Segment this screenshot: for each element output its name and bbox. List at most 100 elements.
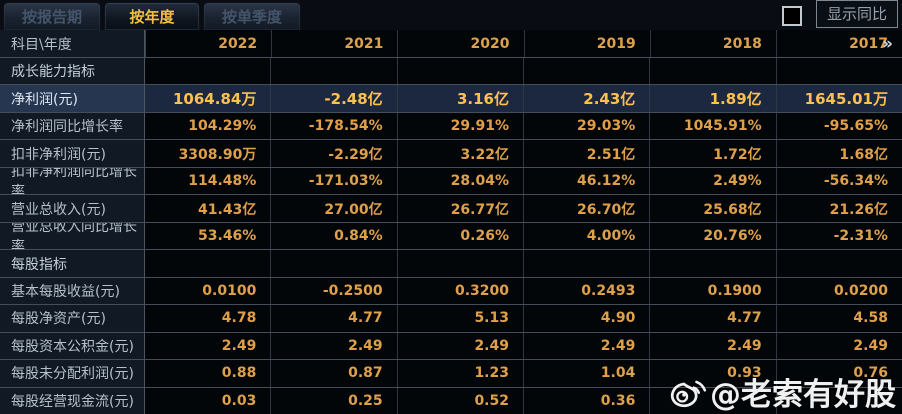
year-label: 2019 (596, 35, 636, 52)
cell-value: 1.72亿 (649, 140, 776, 167)
tab-bar: 按报告期 按年度 按单季度 显示同比 (0, 0, 902, 30)
cell-value: 1645.01万 (775, 85, 902, 112)
cell-value (270, 250, 397, 277)
cell-value: 3308.90万 (145, 140, 271, 167)
cell-value: 26.70亿 (522, 195, 650, 222)
table-row[interactable]: 每股未分配利润(元) 0.88 0.87 1.23 1.04 0.93 0.76 (0, 359, 902, 387)
cell-value: 2.49 (145, 332, 271, 360)
show-yoy-label[interactable]: 显示同比 (815, 0, 898, 28)
tab-by-report-period[interactable]: 按报告期 (3, 2, 102, 30)
cell-value (522, 250, 650, 277)
more-years-icon[interactable]: » (882, 33, 893, 54)
cell-value: 2.51亿 (522, 140, 650, 167)
cell-value: 2.49 (775, 332, 902, 360)
row-label: 净利润同比增长率 (0, 112, 145, 140)
cell-value (522, 58, 650, 85)
corner-header: 科目\年度 (0, 30, 145, 57)
cell-value (270, 58, 397, 85)
cell-value: 0.87 (270, 360, 397, 387)
cell-value: 0.76 (775, 360, 902, 387)
cell-value (396, 250, 523, 277)
row-label: 扣非净利润(元) (0, 140, 145, 167)
cell-value: 4.77 (270, 305, 397, 332)
cell-value: 53.46% (145, 222, 271, 250)
table-row[interactable]: 每股经营现金流(元) 0.03 0.25 0.52 0.36 (0, 386, 902, 414)
cell-value: 0.52 (396, 387, 523, 414)
table-row[interactable]: 净利润(元) 1064.84万 -2.48亿 3.16亿 2.43亿 1.89亿… (0, 84, 902, 112)
tab-by-quarter[interactable]: 按单季度 (203, 2, 302, 30)
cell-value: -178.54% (270, 112, 397, 140)
table-row[interactable]: 营业总收入同比增长率 53.46% 0.84% 0.26% 4.00% 20.7… (0, 221, 902, 250)
cell-value: 20.76% (649, 222, 776, 250)
year-column-header[interactable]: 2019 (523, 30, 650, 57)
cell-value: 5.13 (396, 305, 523, 332)
table-row[interactable]: 每股指标 (0, 249, 902, 277)
year-column-header[interactable]: 2021 (271, 30, 398, 57)
cell-value: 21.26亿 (775, 195, 902, 222)
table-row[interactable]: 营业总收入(元) 41.43亿 27.00亿 26.77亿 26.70亿 25.… (0, 194, 902, 222)
table-row[interactable]: 每股资本公积金(元) 2.49 2.49 2.49 2.49 2.49 2.49 (0, 331, 902, 360)
cell-value (145, 58, 271, 85)
row-label: 营业总收入(元) (0, 195, 145, 222)
row-label: 每股净资产(元) (0, 305, 145, 332)
row-label: 净利润(元) (0, 85, 145, 112)
cell-value: 1.04 (522, 360, 650, 387)
cell-value: -0.2500 (270, 277, 397, 305)
cell-value (649, 250, 776, 277)
row-label: 成长能力指标 (0, 58, 145, 85)
cell-value: 0.93 (649, 360, 776, 387)
cell-value: 2.49 (522, 332, 650, 360)
cell-value: 4.58 (775, 305, 902, 332)
cell-value: 4.00% (522, 222, 650, 250)
table-row[interactable]: 扣非净利润(元) 3308.90万 -2.29亿 3.22亿 2.51亿 1.7… (0, 139, 902, 167)
cell-value: 2.49 (396, 332, 523, 360)
tab-by-year[interactable]: 按年度 (104, 2, 201, 30)
table-row[interactable]: 每股净资产(元) 4.78 4.77 5.13 4.90 4.77 4.58 (0, 304, 902, 332)
table-row[interactable]: 扣非净利润同比增长率 114.48% -171.03% 28.04% 46.12… (0, 166, 902, 195)
show-yoy-checkbox[interactable] (781, 6, 802, 26)
cell-value: 4.90 (522, 305, 650, 332)
year-label: 2017 (849, 35, 889, 52)
table-row[interactable]: 成长能力指标 (0, 57, 902, 85)
cell-value: 2.49 (649, 332, 776, 360)
table-row[interactable]: 净利润同比增长率 104.29% -178.54% 29.91% 29.03% … (0, 111, 902, 140)
cell-value: 114.48% (145, 167, 271, 195)
cell-value: 4.77 (649, 305, 776, 332)
row-label: 营业总收入同比增长率 (0, 222, 145, 250)
year-column-header[interactable]: 2018 (649, 30, 776, 57)
table-row[interactable]: 基本每股收益(元) 0.0100 -0.2500 0.3200 0.2493 0… (0, 276, 902, 305)
cell-value: 0.3200 (396, 277, 523, 305)
cell-value: 1.68亿 (775, 140, 902, 167)
cell-value: 0.84% (270, 222, 397, 250)
year-label: 2021 (344, 35, 384, 52)
year-column-header[interactable]: 2017 » (775, 30, 902, 57)
cell-value (145, 250, 271, 277)
row-label: 扣非净利润同比增长率 (0, 167, 145, 195)
row-label: 每股资本公积金(元) (0, 332, 145, 360)
row-label: 基本每股收益(元) (0, 277, 145, 305)
cell-value: 0.0200 (775, 277, 902, 305)
table-body: 成长能力指标 净利润(元) 1064.84万 -2.48亿 3.16亿 2.43… (0, 57, 902, 414)
cell-value: 0.1900 (649, 277, 776, 305)
cell-value: 0.88 (145, 360, 271, 387)
cell-value: 0.26% (396, 222, 523, 250)
year-label: 2022 (218, 35, 258, 52)
cell-value (775, 250, 902, 277)
year-column-header[interactable]: 2020 (397, 30, 524, 57)
cell-value: 2.49 (270, 332, 397, 360)
cell-value: 0.36 (522, 387, 650, 414)
year-column-header[interactable]: 2022 (145, 30, 272, 57)
cell-value: 29.03% (522, 112, 650, 140)
cell-value (649, 58, 776, 85)
row-label: 每股经营现金流(元) (0, 387, 145, 414)
cell-value: 0.2493 (522, 277, 650, 305)
table-header-row: 科目\年度 2022 2021 2020 2019 2018 2017 » (0, 30, 902, 57)
cell-value: 1.23 (396, 360, 523, 387)
cell-value: -171.03% (270, 167, 397, 195)
cell-value: 1045.91% (649, 112, 776, 140)
cell-value (396, 58, 523, 85)
cell-value: 28.04% (396, 167, 523, 195)
cell-value: 1064.84万 (145, 85, 271, 112)
cell-value: 0.25 (270, 387, 397, 414)
